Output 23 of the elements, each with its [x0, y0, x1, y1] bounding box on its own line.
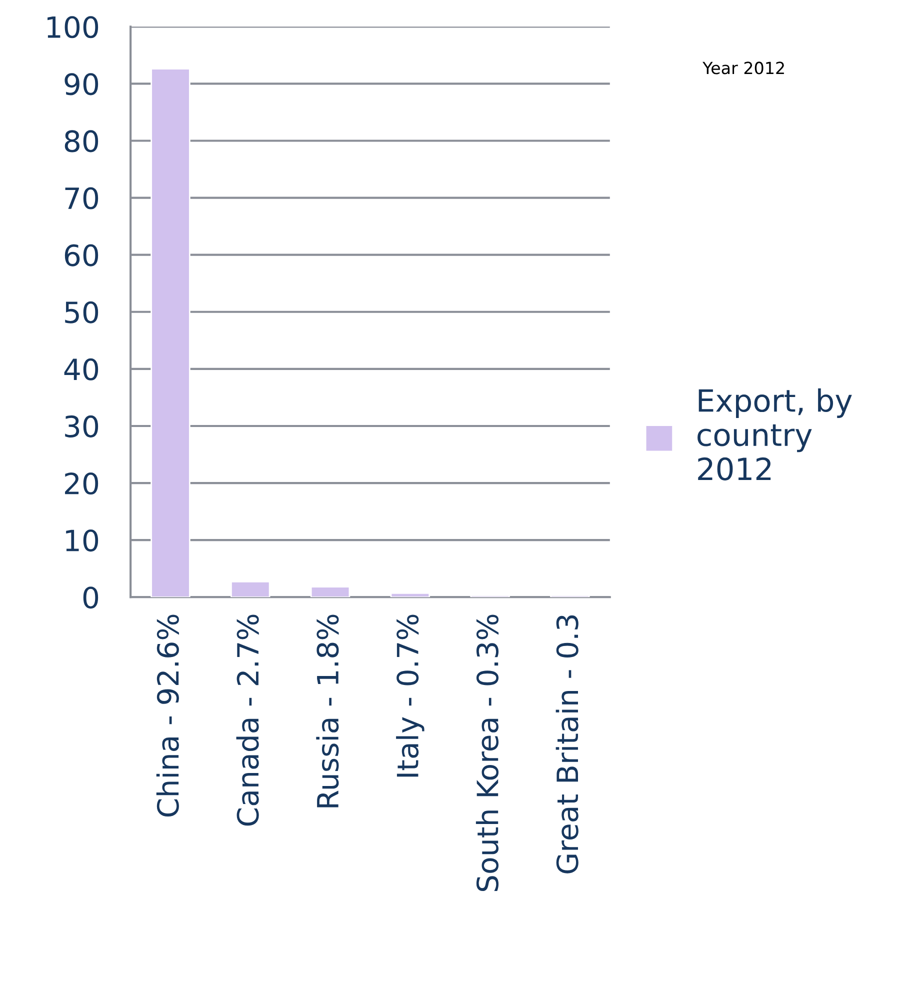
y-tick-label: 60: [64, 244, 98, 266]
y-tick-label: 0: [83, 586, 98, 609]
y-tick-label: 40: [64, 358, 98, 380]
x-tick-label: Italy - 0.7%: [396, 614, 424, 777]
x-tick-label: Russia - 1.8%: [316, 614, 339, 808]
bar: [310, 586, 350, 598]
bar: [230, 581, 270, 598]
text: Year 2012: [702, 62, 784, 74]
y-tick-label: 100: [48, 16, 98, 38]
y-tick-label: 70: [65, 187, 98, 210]
legend-label: Export, by country 2012: [698, 388, 852, 480]
bar: [150, 68, 190, 598]
y-tick-label: 30: [65, 415, 98, 438]
y-tick-label: 90: [64, 73, 98, 96]
bar: [390, 592, 430, 598]
x-tick-label: Great Britain - 0.3: [556, 615, 578, 874]
y-tick-label: 20: [65, 472, 98, 495]
y-tick-label: 10: [66, 530, 98, 552]
x-tick-label: Canada - 2.7%: [236, 614, 259, 826]
x-tick-label: South Korea - 0.3%: [476, 614, 499, 892]
y-tick-label: 80: [64, 130, 98, 152]
y-tick-label: 50: [65, 301, 98, 324]
x-tick-label: China - 92.6%: [156, 614, 179, 816]
